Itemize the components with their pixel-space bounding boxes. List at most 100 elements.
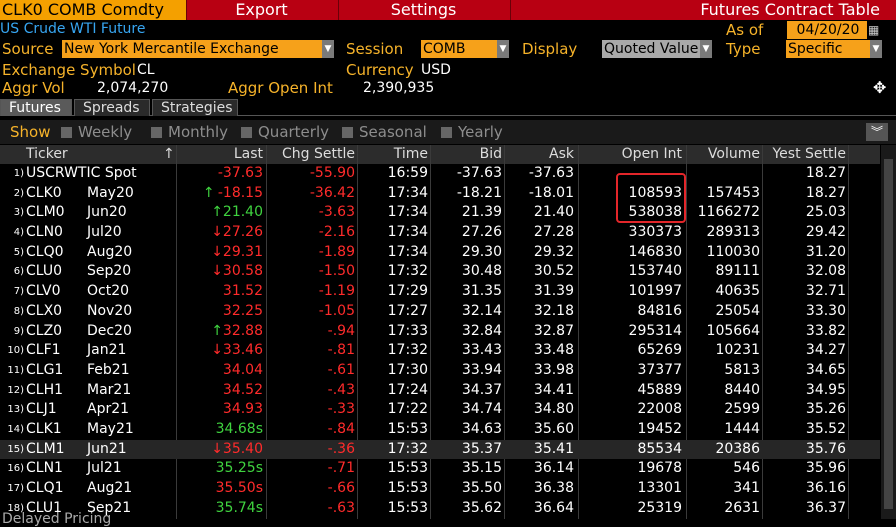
- row-bid: 33.43: [461, 342, 502, 359]
- tab-spreads[interactable]: Spreads: [74, 99, 150, 116]
- row-volume: 341: [733, 480, 760, 496]
- row-yest-settle: 34.95: [805, 381, 846, 398]
- table-row[interactable]: 13) CLJ1 Apr21 34.93 -.33 17:22 34.74 34.80 2200…: [0, 400, 880, 420]
- table-row[interactable]: 16) CLN1 Jul21 35.25s -.71 15:53 35.15 36.14 196…: [0, 459, 880, 479]
- row-volume: 1166272: [697, 204, 760, 221]
- settings-button[interactable]: Settings: [338, 0, 508, 20]
- chevron-down-icon: ▼: [700, 40, 712, 58]
- row-ticker: CLN1: [26, 460, 63, 477]
- row-time: 17:32: [387, 263, 428, 280]
- show-weekly-checkbox[interactable]: Weekly: [61, 123, 132, 141]
- page-title: Futures Contract Table: [510, 0, 896, 20]
- table-row[interactable]: 8) CLX0 Nov20 32.25 -1.05 17:27 32.14 32.18 8481…: [0, 302, 880, 322]
- row-chg-settle: -3.63: [318, 204, 355, 221]
- show-quarterly-checkbox[interactable]: Quarterly: [241, 123, 329, 141]
- table-row[interactable]: 6) CLU0 Sep20 30.58 -1.50 17:32 30.48 30.52 1537…: [0, 262, 880, 282]
- table-row[interactable]: 12) CLH1 Mar21 34.52 -.43 17:24 34.37 34.41 4588…: [0, 381, 880, 401]
- row-bid: 34.37: [461, 381, 502, 398]
- session-dropdown[interactable]: COMB ▼: [421, 40, 509, 58]
- table-row[interactable]: 7) CLV0 Oct20 31.52 -1.19 17:29 31.35 31.39 1019…: [0, 282, 880, 302]
- col-time[interactable]: Time: [393, 146, 428, 162]
- table-row[interactable]: 4) CLN0 Jul20 27.26 -2.16 17:34 27.26 27.28 3303…: [0, 223, 880, 243]
- source-dropdown[interactable]: New York Mercantile Exchange ▼: [62, 40, 334, 58]
- row-month: Jul20: [87, 224, 122, 241]
- row-index: 7): [13, 286, 24, 298]
- session-label: Session: [346, 40, 404, 58]
- col-chg-settle[interactable]: Chg Settle: [282, 146, 355, 162]
- as-of-date-field[interactable]: 04/20/20: [787, 21, 867, 39]
- row-yest-settle: 34.65: [805, 361, 846, 378]
- row-bid: 35.62: [461, 499, 502, 516]
- table-row[interactable]: 5) CLQ0 Aug20 29.31 -1.89 17:34 29.30 29.32 1468…: [0, 243, 880, 263]
- table-row[interactable]: 11) CLG1 Feb21 34.04 -.61 17:30 33.94 33.98 3737…: [0, 361, 880, 381]
- chevron-down-icon: ▼: [497, 40, 509, 58]
- row-open-int: 37377: [637, 361, 682, 378]
- row-month: Feb21: [87, 361, 130, 378]
- row-yest-settle: 18.27: [805, 165, 846, 181]
- display-label: Display: [522, 40, 578, 58]
- row-open-int: 84816: [637, 302, 682, 319]
- as-of-date-value: 04/20/20: [796, 22, 860, 38]
- row-volume: 546: [733, 460, 760, 477]
- row-time: 17:33: [387, 322, 428, 339]
- row-chg-settle: -1.89: [318, 243, 355, 260]
- tab-strategies[interactable]: Strategies: [152, 99, 238, 116]
- row-time: 17:34: [387, 243, 428, 260]
- tab-futures[interactable]: Futures: [0, 99, 72, 116]
- row-chg-settle: -.71: [327, 460, 355, 477]
- col-ask[interactable]: Ask: [549, 146, 574, 162]
- row-time: 16:59: [387, 165, 428, 181]
- table-row[interactable]: 1) USCRWTIC Spot -37.63 -55.90 16:59 -37.63 -3…: [0, 164, 880, 184]
- row-yest-settle: 29.42: [805, 224, 846, 241]
- table-row[interactable]: 14) CLK1 May21 34.68s -.84 15:53 34.63 35.60 194…: [0, 420, 880, 440]
- row-last: 32.25: [222, 302, 263, 319]
- table-row[interactable]: 18) CLU1 Sep21 35.74s -.63 15:53 35.62 36.64 253…: [0, 499, 880, 519]
- collapse-icon[interactable]: ︾: [866, 123, 888, 141]
- column-divider: [430, 145, 431, 519]
- row-volume: 89111: [715, 263, 760, 280]
- row-index: 12): [7, 384, 24, 396]
- show-filter-bar: Show Weekly Monthly Quarterly Seasonal Y…: [0, 120, 896, 144]
- row-chg-settle: -.81: [327, 342, 355, 359]
- row-ticker: CLK0: [26, 184, 62, 201]
- col-yest-settle[interactable]: Yest Settle: [772, 146, 846, 162]
- row-open-int: 65269: [637, 342, 682, 359]
- display-dropdown[interactable]: Quoted Value ▼: [602, 40, 712, 58]
- row-month: Aug21: [87, 480, 133, 496]
- table-row[interactable]: 17) CLQ1 Aug21 35.50s -.66 15:53 35.50 36.38 133…: [0, 479, 880, 499]
- command-line[interactable]: CLK0 COMB Comdty: [0, 0, 186, 20]
- row-last: 34.93: [222, 401, 263, 418]
- row-open-int: 146830: [628, 243, 682, 260]
- tab-bar: Futures Spreads Strategies: [0, 99, 896, 116]
- row-last: 30.58: [222, 263, 263, 280]
- row-ticker: CLF1: [26, 342, 61, 359]
- table-row[interactable]: 10) CLF1 Jan21 33.46 -.81 17:32 33.43 33.48 6526…: [0, 341, 880, 361]
- column-divider: [762, 145, 763, 519]
- type-dropdown[interactable]: Specific ▼: [786, 40, 882, 58]
- col-ticker[interactable]: Ticker: [26, 146, 68, 162]
- calendar-icon[interactable]: ▦: [868, 23, 880, 37]
- show-yearly-checkbox[interactable]: Yearly: [441, 123, 503, 141]
- row-yest-settle: 33.30: [805, 302, 846, 319]
- row-open-int: 19452: [637, 420, 682, 437]
- col-volume[interactable]: Volume: [707, 146, 760, 162]
- show-seasonal-checkbox[interactable]: Seasonal: [342, 123, 427, 141]
- col-open-int[interactable]: Open Int: [621, 146, 682, 162]
- row-open-int: 101997: [628, 283, 682, 300]
- export-button[interactable]: Export: [186, 0, 336, 20]
- row-ticker: CLG1: [26, 361, 64, 378]
- scrollbar-thumb[interactable]: [884, 159, 893, 509]
- row-time: 17:34: [387, 204, 428, 221]
- row-ticker: CLQ0: [26, 243, 64, 260]
- vertical-scrollbar[interactable]: [881, 145, 896, 519]
- show-monthly-checkbox[interactable]: Monthly: [151, 123, 228, 141]
- table-row[interactable]: 3) CLM0 Jun20 21.40 -3.63 17:34 21.39 21.40 5380…: [0, 203, 880, 223]
- table-row[interactable]: 15) CLM1 Jun21 35.40 -.36 17:32 35.37 35.41 8553…: [0, 439, 880, 460]
- col-last[interactable]: Last: [233, 146, 263, 162]
- table-row[interactable]: 9) CLZ0 Dec20 32.88 -.94 17:33 32.84 32.87 29531…: [0, 322, 880, 342]
- col-bid[interactable]: Bid: [479, 146, 502, 162]
- table-row[interactable]: 2) CLK0 May20 -18.15 -36.42 17:34 -18.21 -18.01…: [0, 184, 880, 204]
- pointer-icon[interactable]: ✥: [873, 78, 887, 97]
- as-of-label: As of: [726, 21, 764, 39]
- yearly-label: Yearly: [458, 123, 503, 141]
